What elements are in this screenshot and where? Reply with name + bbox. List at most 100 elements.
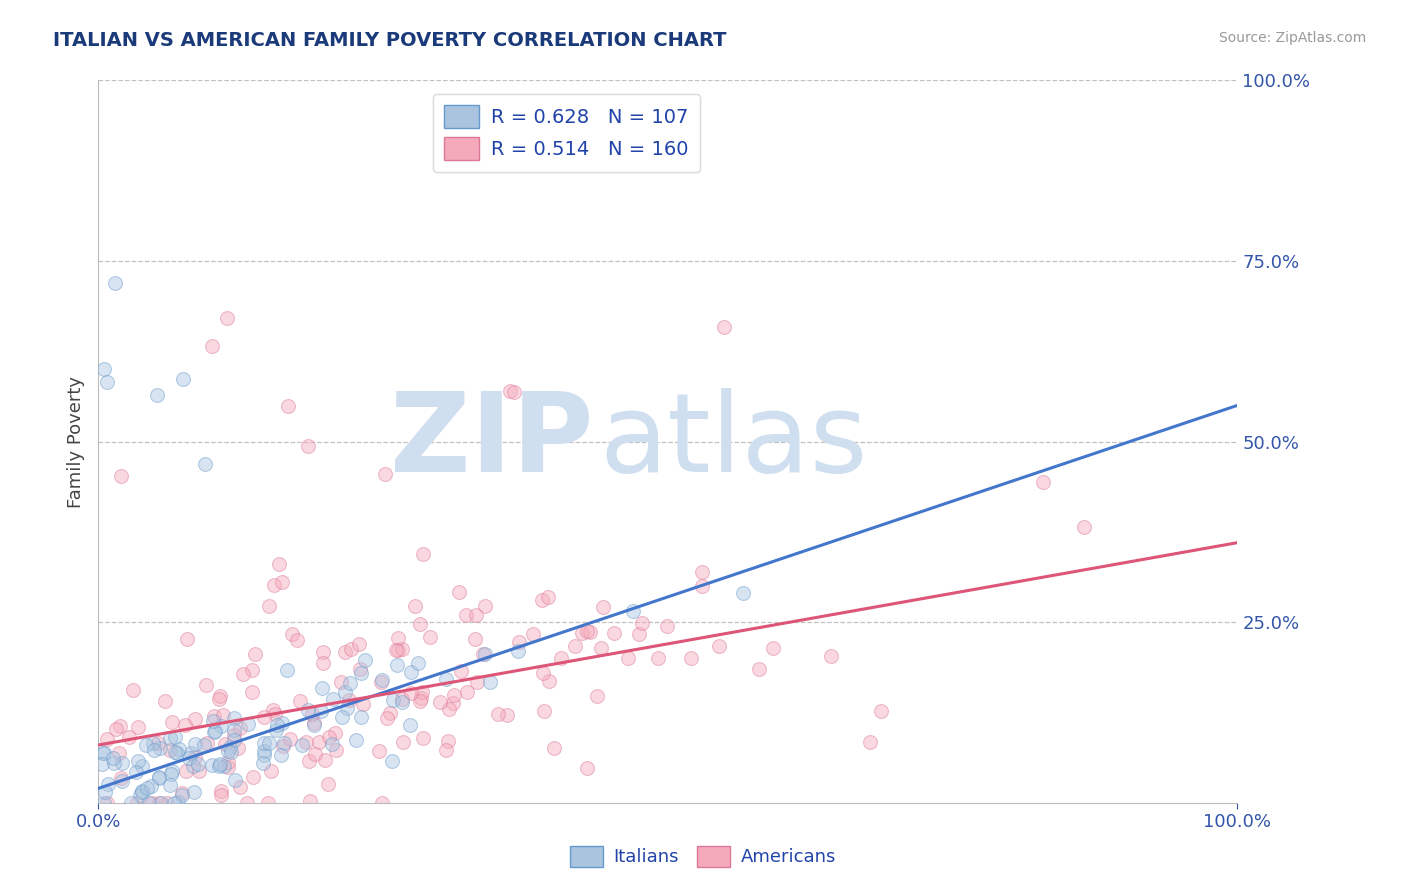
Point: [382, 693, 405, 707]
Point: [456, 685, 478, 699]
Point: [124, 764, 146, 779]
Point: [571, 625, 593, 640]
Point: [381, 754, 404, 768]
Point: [496, 708, 519, 723]
Point: [104, 277, 127, 291]
Point: [240, 663, 263, 677]
Point: [450, 665, 472, 679]
Point: [340, 642, 363, 657]
Point: [257, 599, 280, 613]
Point: [127, 754, 149, 768]
Point: [174, 764, 197, 778]
Point: [183, 785, 205, 799]
Point: [298, 754, 321, 768]
Point: [412, 547, 434, 561]
Point: [160, 714, 183, 729]
Point: [335, 645, 357, 659]
Point: [399, 665, 422, 680]
Point: [350, 710, 373, 724]
Point: [692, 565, 714, 579]
Point: [429, 695, 451, 709]
Point: [108, 719, 131, 733]
Point: [141, 779, 163, 793]
Point: [148, 771, 170, 785]
Point: [404, 599, 426, 613]
Point: [209, 784, 232, 798]
Point: [409, 616, 432, 631]
Point: [253, 744, 276, 758]
Point: [499, 384, 522, 399]
Point: [537, 590, 560, 604]
Point: [391, 691, 413, 706]
Point: [316, 777, 339, 791]
Point: [159, 766, 181, 780]
Point: [270, 716, 292, 731]
Point: [579, 624, 602, 639]
Point: [314, 753, 336, 767]
Point: [302, 715, 325, 730]
Point: [240, 685, 263, 699]
Point: [222, 733, 245, 747]
Point: [110, 771, 132, 785]
Point: [108, 746, 131, 760]
Point: [167, 742, 190, 756]
Point: [214, 759, 236, 773]
Point: [166, 796, 188, 810]
Point: [647, 650, 669, 665]
Point: [820, 649, 842, 664]
Point: [374, 467, 396, 482]
Point: [713, 320, 735, 334]
Point: [278, 731, 301, 746]
Point: [96, 731, 118, 746]
Point: [474, 647, 496, 661]
Point: [336, 701, 359, 715]
Point: [387, 642, 409, 657]
Point: [375, 711, 398, 725]
Point: [295, 735, 318, 749]
Point: [748, 662, 770, 676]
Point: [266, 718, 288, 732]
Point: [201, 758, 224, 772]
Point: [271, 739, 294, 754]
Point: [312, 657, 335, 671]
Point: [110, 468, 132, 483]
Point: [304, 747, 326, 761]
Point: [181, 758, 204, 772]
Point: [138, 796, 160, 810]
Point: [117, 731, 139, 745]
Point: [371, 796, 394, 810]
Point: [217, 755, 239, 769]
Point: [332, 710, 354, 724]
Point: [215, 310, 238, 325]
Point: [187, 756, 209, 771]
Point: [212, 707, 235, 722]
Point: [226, 741, 249, 756]
Point: [349, 662, 371, 676]
Point: [679, 651, 702, 665]
Point: [159, 779, 181, 793]
Point: [131, 759, 153, 773]
Point: [163, 745, 186, 759]
Point: [159, 731, 181, 745]
Point: [308, 734, 330, 748]
Point: [97, 777, 120, 791]
Point: [129, 789, 152, 803]
Point: [96, 375, 118, 389]
Point: [367, 744, 389, 758]
Point: [111, 773, 134, 788]
Point: [217, 760, 239, 774]
Point: [243, 647, 266, 661]
Point: [411, 685, 433, 699]
Point: [1073, 520, 1095, 534]
Point: [103, 751, 125, 765]
Point: [202, 725, 225, 739]
Point: [96, 796, 118, 810]
Point: [301, 706, 323, 721]
Point: [585, 689, 607, 703]
Point: [209, 718, 232, 732]
Point: [195, 678, 218, 692]
Legend: R = 0.628   N = 107, R = 0.514   N = 160: R = 0.628 N = 107, R = 0.514 N = 160: [433, 94, 700, 171]
Point: [321, 737, 343, 751]
Point: [335, 684, 357, 698]
Point: [281, 627, 304, 641]
